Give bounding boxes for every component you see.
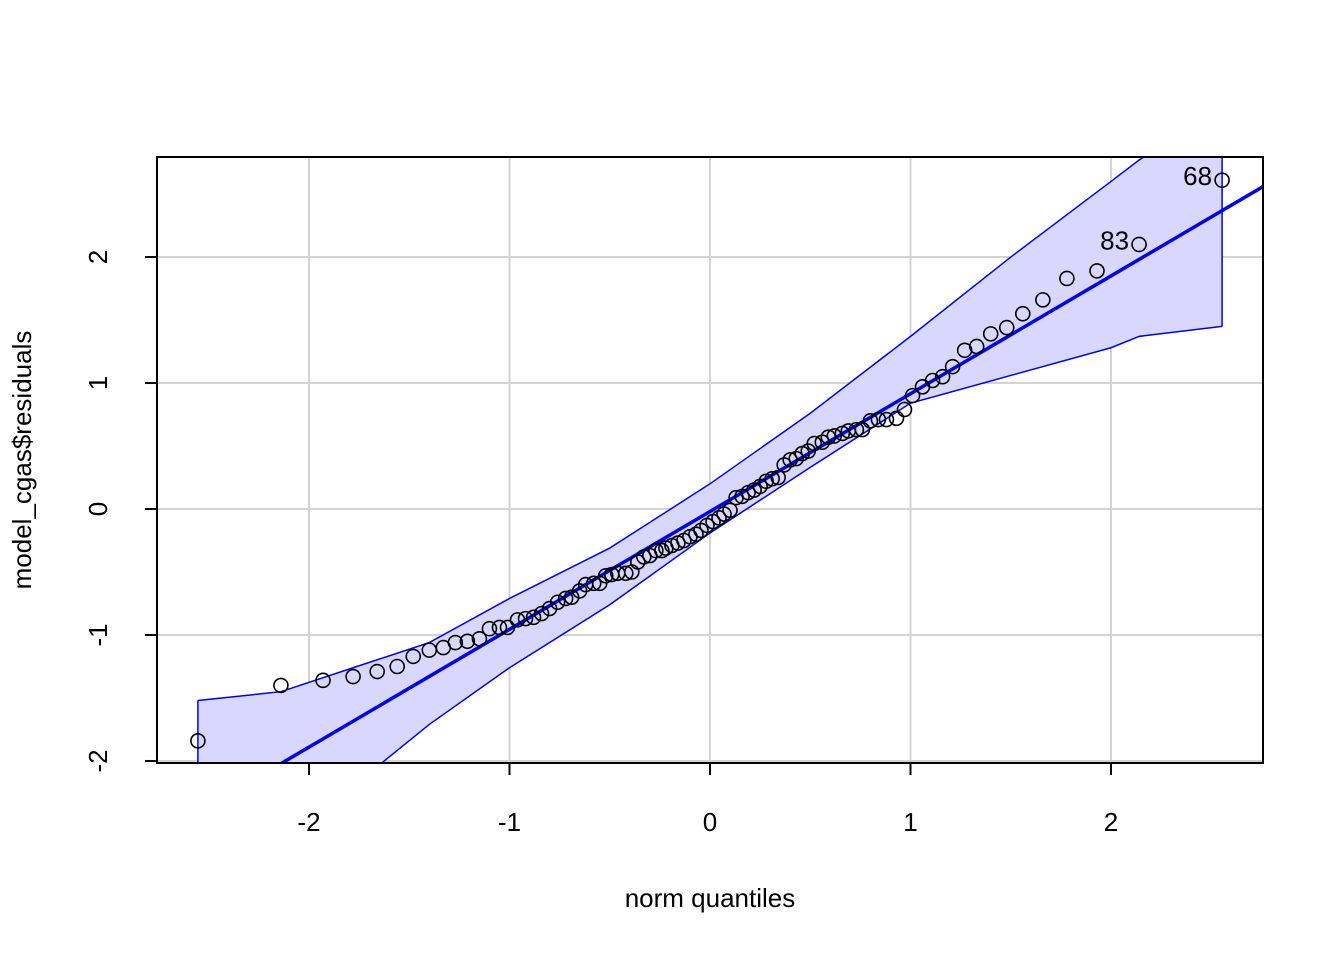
data-point: [878, 411, 895, 428]
plot-frame: [156, 156, 1264, 764]
data-point: [826, 428, 843, 444]
data-point: [782, 452, 799, 468]
data-point: [688, 526, 704, 543]
data-point: [888, 410, 905, 427]
data-point: [597, 567, 614, 584]
data-point: [770, 469, 786, 486]
x-axis-label: norm quantiles: [625, 883, 796, 913]
y-tick-label: 0: [83, 502, 113, 516]
data-point: [722, 502, 738, 519]
y-tick-label: -2: [83, 749, 113, 772]
data-point: [848, 421, 865, 438]
data-point: [585, 575, 602, 592]
data-point: [636, 549, 652, 565]
data-point: [711, 510, 727, 526]
data-point: [806, 435, 823, 452]
data-point: [369, 663, 385, 680]
data-point: [517, 610, 534, 627]
data-point: [549, 594, 566, 611]
data-point: [533, 605, 550, 622]
data-point: [389, 658, 406, 675]
data-point: [525, 609, 542, 626]
data-point: [944, 358, 961, 375]
y-axis-label: model_cgas$residuals: [7, 331, 37, 590]
data-point: [1035, 292, 1051, 308]
y-tick-label: 2: [83, 250, 113, 264]
data-point: [896, 401, 913, 418]
data-point: [405, 648, 422, 665]
data-point: [557, 590, 574, 607]
data-point: [870, 411, 887, 428]
plot-area: [190, 157, 1263, 763]
data-point: [491, 619, 508, 636]
data-point: [509, 612, 526, 628]
data-point: [998, 319, 1015, 336]
x-tick-label: -1: [498, 807, 521, 837]
data-point: [1059, 270, 1075, 287]
data-point: [1131, 236, 1147, 253]
y-tick-label: 1: [83, 376, 113, 390]
data-point: [820, 429, 837, 445]
y-tick-label: -1: [83, 623, 113, 646]
x-tick-label: 0: [703, 807, 717, 837]
data-point: [862, 413, 879, 429]
x-tick-label: 2: [1104, 807, 1118, 837]
point-annotation: 68: [1183, 161, 1212, 191]
reference-line: [278, 185, 1263, 763]
data-point: [617, 565, 634, 582]
data-point: [499, 619, 516, 636]
x-tick-label: -2: [297, 807, 320, 837]
data-point: [190, 733, 206, 749]
data-point: [273, 677, 289, 694]
data-point: [968, 338, 985, 355]
band-lower: [380, 325, 1223, 763]
data-point: [1089, 263, 1105, 279]
data-point: [1214, 172, 1230, 188]
data-point: [934, 368, 951, 385]
data-point: [764, 470, 780, 487]
data-point: [459, 633, 476, 650]
axes: -2 -1 0 1 2 -2 -1 0 1 2: [83, 250, 1118, 837]
data-point: [904, 387, 921, 404]
data-point: [315, 672, 331, 689]
data-point: [648, 542, 664, 559]
data-point: [481, 620, 498, 637]
data-point: [654, 542, 670, 559]
data-point: [854, 421, 871, 438]
data-point: [471, 630, 488, 647]
data-point: [1014, 305, 1031, 322]
data-point: [447, 634, 464, 651]
point-annotation: 83: [1100, 225, 1129, 255]
data-point: [924, 372, 941, 389]
data-point: [345, 668, 361, 685]
band-upper: [197, 157, 1146, 702]
data-point: [982, 326, 999, 342]
x-tick-label: 1: [903, 807, 917, 837]
confidence-band: [197, 157, 1223, 763]
